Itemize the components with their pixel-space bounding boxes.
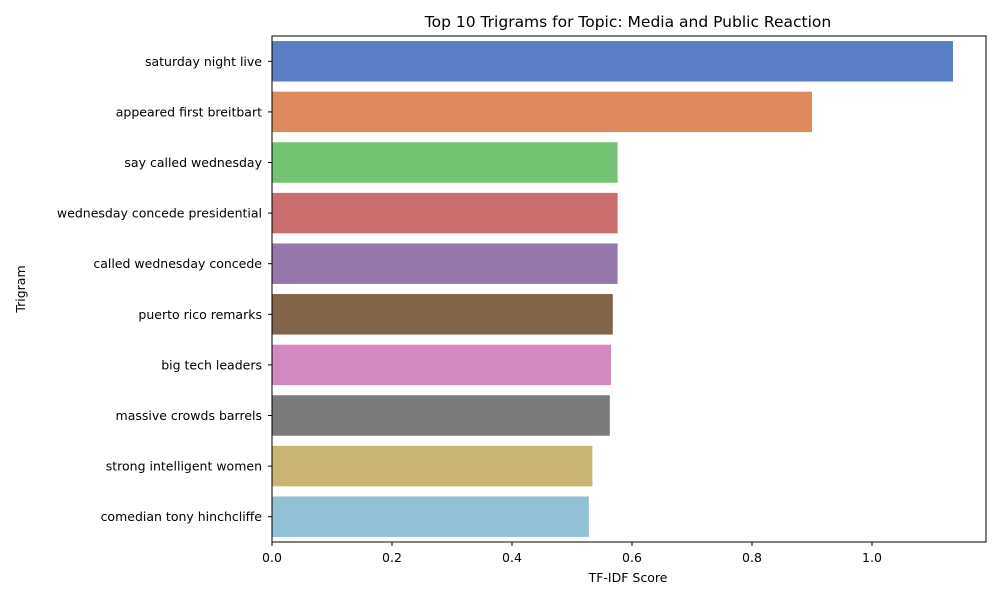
- y-tick-label: puerto rico remarks: [138, 307, 262, 322]
- x-tick-label: 0.2: [382, 550, 402, 565]
- x-tick-label: 0.0: [262, 550, 282, 565]
- y-tick-label: wednesday concede presidential: [57, 206, 262, 221]
- bar: [272, 243, 618, 284]
- bar: [272, 395, 610, 436]
- x-tick-label: 0.6: [622, 550, 642, 565]
- bar: [272, 344, 611, 386]
- x-axis-label: TF-IDF Score: [588, 570, 668, 585]
- x-tick-label: 0.8: [742, 550, 762, 565]
- y-tick-label: strong intelligent women: [106, 459, 262, 474]
- y-tick-label: saturday night live: [145, 54, 262, 69]
- axes-frame: [271, 35, 987, 543]
- y-tick-label: appeared first breitbart: [116, 104, 262, 119]
- y-tick-label: comedian tony hinchcliffe: [101, 509, 263, 524]
- y-tick-label: say called wednesday: [124, 155, 262, 170]
- y-axis-ticks: saturday night live appeared first breitb…: [57, 54, 272, 524]
- bar: [272, 41, 953, 82]
- x-tick-label: 0.4: [502, 550, 522, 565]
- chart-title: Top 10 Trigrams for Topic: Media and Pub…: [424, 13, 831, 31]
- x-tick-label: 1.0: [862, 550, 882, 565]
- y-axis-label: Trigram: [13, 265, 28, 313]
- bar: [272, 91, 812, 133]
- bar: [272, 294, 613, 335]
- bars-layer: [272, 41, 953, 537]
- bar: [272, 445, 593, 487]
- x-axis-ticks: 0.0 0.2 0.4 0.6 0.8 1.0: [262, 542, 882, 565]
- y-tick-label: called wednesday concede: [93, 256, 262, 271]
- y-tick-label: massive crowds barrels: [116, 408, 262, 423]
- bar: [272, 142, 618, 183]
- bar: [272, 496, 589, 537]
- y-tick-label: big tech leaders: [161, 357, 262, 372]
- bar: [272, 192, 618, 234]
